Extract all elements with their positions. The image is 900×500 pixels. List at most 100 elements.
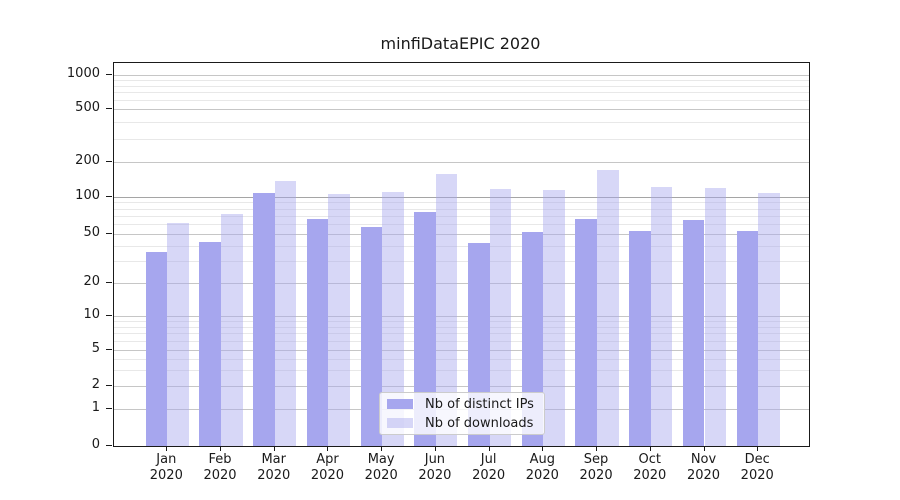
gridline-y-minor-9	[114, 321, 809, 323]
bar-downloads-nov	[704, 187, 727, 446]
y-tick-label-5: 5	[91, 341, 100, 356]
y-tick-1	[106, 408, 112, 409]
gridline-y-minor-80	[114, 208, 809, 210]
x-tick-label-aug: Aug 2020	[512, 452, 572, 484]
chart-title: minfiDataEPIC 2020	[380, 34, 541, 53]
x-tick-year-mar: 2020	[257, 468, 291, 483]
gridline-y-minor-30	[114, 261, 809, 263]
bar-downloads-dec	[758, 192, 780, 446]
bar-distinct-ips-oct	[629, 230, 651, 446]
x-tick-year-nov: 2020	[686, 468, 721, 483]
y-tick-label-500: 500	[75, 100, 100, 115]
x-tick-oct	[649, 446, 651, 451]
bar-distinct-ips-jun	[414, 212, 436, 446]
bar-downloads-sep	[597, 169, 619, 446]
bar-downloads-jul	[489, 189, 512, 446]
x-tick-jan	[166, 446, 168, 451]
x-tick-label-jul: Jul 2020	[459, 452, 519, 484]
x-tick-label-mar: Mar 2020	[244, 452, 304, 484]
x-tick-label-apr: Apr 2020	[297, 452, 357, 484]
gridline-y-minor-7	[114, 333, 809, 335]
legend-label-distinct-ips: Nb of distinct IPs	[425, 396, 534, 412]
x-tick-year-oct: 2020	[633, 468, 667, 483]
legend-swatch-downloads	[387, 418, 413, 428]
bar-downloads-may	[382, 192, 404, 446]
bar-distinct-ips-sep	[575, 218, 598, 446]
gridline-y-minor-900	[114, 80, 809, 82]
x-tick-aug	[542, 446, 544, 451]
x-tick-mar	[273, 446, 275, 451]
gridline-y-minor-70	[114, 215, 809, 217]
y-tick-label-20: 20	[83, 274, 100, 289]
y-tick-100	[106, 195, 112, 197]
y-tick-label-50: 50	[83, 225, 100, 240]
bar-distinct-ips-apr	[306, 218, 329, 446]
x-tick-jul	[488, 446, 490, 451]
y-tick-50	[106, 233, 112, 234]
plot-area	[113, 62, 810, 447]
gridline-y-minor-3	[114, 370, 809, 372]
gridline-y-20	[114, 283, 809, 284]
bar-downloads-aug	[543, 189, 565, 446]
x-tick-label-jan: Jan 2020	[136, 452, 196, 484]
gridline-y-200	[114, 162, 809, 163]
x-tick-label-jun: Jun 2020	[405, 452, 465, 484]
gridline-y-minor-600	[114, 100, 809, 102]
x-tick-year-apr: 2020	[310, 468, 344, 483]
gridline-y-1000	[114, 75, 809, 76]
x-tick-year-jan: 2020	[149, 468, 183, 483]
gridline-y-minor-90	[114, 202, 809, 204]
bar-distinct-ips-may	[360, 226, 383, 446]
gridline-y-50	[114, 234, 809, 235]
legend-swatch-distinct-ips	[387, 399, 413, 409]
x-tick-label-nov: Nov 2020	[674, 452, 734, 484]
y-tick-20	[106, 282, 112, 283]
gridline-y-minor-700	[114, 92, 809, 94]
y-tick-500	[106, 108, 112, 109]
x-tick-apr	[327, 446, 329, 451]
y-tick-5	[106, 349, 112, 350]
gridline-y-minor-300	[114, 138, 809, 140]
x-tick-year-dec: 2020	[740, 468, 774, 483]
x-tick-jun	[434, 446, 436, 451]
bar-downloads-jun	[435, 174, 458, 446]
y-tick-0	[106, 445, 112, 446]
gridline-y-minor-400	[114, 121, 809, 123]
y-tick-label-200: 200	[75, 153, 100, 168]
x-tick-label-feb: Feb 2020	[190, 452, 250, 484]
x-tick-label-dec: Dec 2020	[727, 452, 787, 484]
gridline-y-10	[114, 316, 809, 317]
x-tick-year-may: 2020	[364, 468, 398, 483]
bar-downloads-oct	[650, 186, 673, 446]
legend-entry-distinct-ips: Nb of distinct IPs	[380, 397, 544, 412]
y-tick-label-10: 10	[83, 307, 100, 322]
bar-downloads-jan	[167, 223, 189, 446]
x-tick-year-aug: 2020	[525, 468, 559, 483]
gridline-y-minor-40	[114, 245, 809, 247]
bar-distinct-ips-jan	[145, 251, 168, 446]
legend-label-downloads: Nb of downloads	[425, 415, 534, 431]
gridline-y-minor-800	[114, 85, 809, 87]
bar-downloads-apr	[328, 193, 351, 446]
y-tick-2	[106, 385, 112, 386]
bar-distinct-ips-nov	[682, 219, 705, 446]
y-tick-label-0: 0	[91, 437, 100, 452]
y-tick-label-1: 1	[91, 400, 100, 415]
x-tick-feb	[220, 446, 222, 451]
x-tick-year-jul: 2020	[472, 468, 506, 483]
y-tick-label-2: 2	[91, 377, 100, 392]
y-tick-1000	[106, 74, 112, 75]
x-tick-nov	[703, 446, 705, 451]
gridline-y-minor-4	[114, 358, 809, 360]
y-tick-label-100: 100	[75, 187, 100, 203]
gridline-y-500	[114, 109, 809, 110]
x-tick-year-jun: 2020	[418, 468, 452, 483]
gridline-y-2	[114, 386, 809, 387]
legend: Nb of distinct IPs Nb of downloads	[379, 392, 545, 435]
gridline-y-minor-6	[114, 341, 809, 343]
legend-entry-downloads: Nb of downloads	[380, 416, 544, 431]
bar-distinct-ips-mar	[253, 193, 275, 446]
gridline-y-5	[114, 350, 809, 351]
x-tick-year-feb: 2020	[203, 468, 237, 483]
